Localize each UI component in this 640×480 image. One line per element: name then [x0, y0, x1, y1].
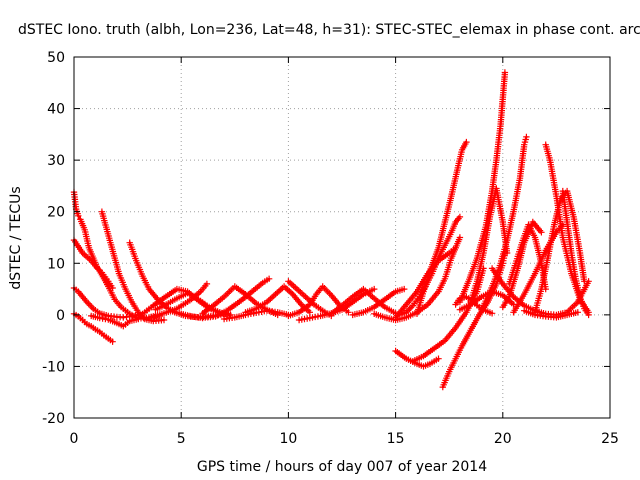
series-markers	[521, 307, 581, 321]
series-line	[72, 239, 161, 320]
x-tick-label: 15	[387, 431, 405, 447]
y-tick-label: 0	[56, 308, 65, 324]
y-tick-label: 10	[47, 256, 65, 272]
x-axis-label: GPS time / hours of day 007 of year 2014	[197, 459, 487, 475]
series-arc11	[167, 275, 273, 322]
series-arc07	[88, 312, 142, 330]
series-arc19	[349, 285, 408, 319]
series-arc24	[413, 138, 470, 317]
y-axis-label: dSTEC / TECUs	[8, 186, 24, 289]
x-tick-label: 20	[494, 431, 512, 447]
y-tick-label: 40	[47, 102, 65, 118]
plot-frame	[73, 56, 611, 419]
series-arc13	[220, 307, 292, 323]
x-tick-label: 25	[601, 431, 619, 447]
series-markers	[167, 275, 273, 322]
series-markers	[98, 208, 168, 325]
y-tick-label: -10	[42, 359, 65, 375]
series-markers	[349, 285, 408, 319]
series-markers	[242, 283, 313, 316]
series-arc04	[98, 208, 168, 325]
series-arc14	[242, 283, 313, 316]
grid	[74, 57, 610, 418]
series-arc37	[521, 307, 581, 321]
series-arc39	[452, 293, 496, 317]
x-tick-label: 0	[70, 431, 79, 447]
x-tick-label: 10	[279, 431, 297, 447]
y-tick-label: 20	[47, 205, 65, 221]
series-markers	[452, 293, 496, 317]
series-arc35	[559, 187, 592, 319]
y-tick-label: 30	[47, 153, 65, 169]
axis-ticks: 0 5 10 15 20 25 -20 -10 0 10 20 30 40 50	[42, 50, 619, 447]
series-markers	[413, 138, 470, 317]
y-tick-label: 50	[47, 50, 65, 66]
chart-title: dSTEC Iono. truth (albh, Lon=236, Lat=48…	[18, 22, 640, 38]
x-tick-label: 5	[177, 431, 186, 447]
y-tick-label: -20	[42, 411, 65, 427]
series-arc32	[510, 221, 566, 316]
series-layer	[70, 69, 592, 391]
series-markers	[88, 312, 142, 330]
series-markers	[559, 187, 592, 319]
